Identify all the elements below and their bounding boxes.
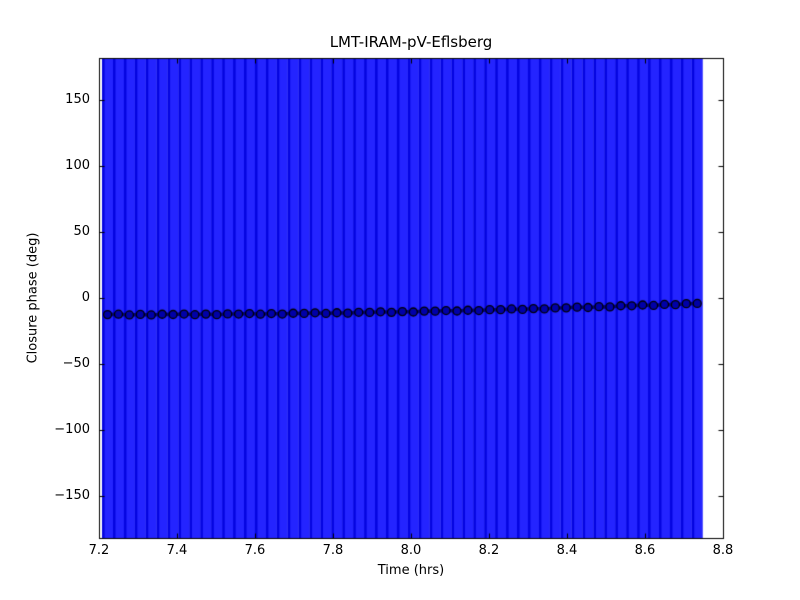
- x-tick-label: 7.8: [322, 543, 344, 558]
- y-tick-label: 50: [73, 224, 90, 240]
- x-tick-label: 7.4: [166, 543, 188, 558]
- x-tick-label: 7.2: [88, 543, 110, 558]
- chart-title: LMT-IRAM-pV-Eflsberg: [329, 33, 493, 51]
- y-tick-label: −50: [62, 355, 90, 371]
- y-tick-label: −150: [54, 487, 90, 503]
- x-tick-label: 8.8: [712, 543, 734, 558]
- x-tick-label: 8.0: [400, 543, 422, 558]
- x-tick-label: 8.6: [634, 543, 656, 558]
- x-tick-label: 8.4: [556, 543, 578, 558]
- x-axis-label: Time (hrs): [377, 563, 445, 578]
- y-tick-label: −100: [54, 421, 90, 437]
- y-tick-label: 100: [65, 158, 90, 174]
- y-tick-label: 150: [65, 92, 90, 108]
- y-tick-label: 0: [81, 290, 90, 305]
- x-tick-label: 8.2: [478, 543, 500, 558]
- x-tick-label: 7.6: [244, 543, 266, 558]
